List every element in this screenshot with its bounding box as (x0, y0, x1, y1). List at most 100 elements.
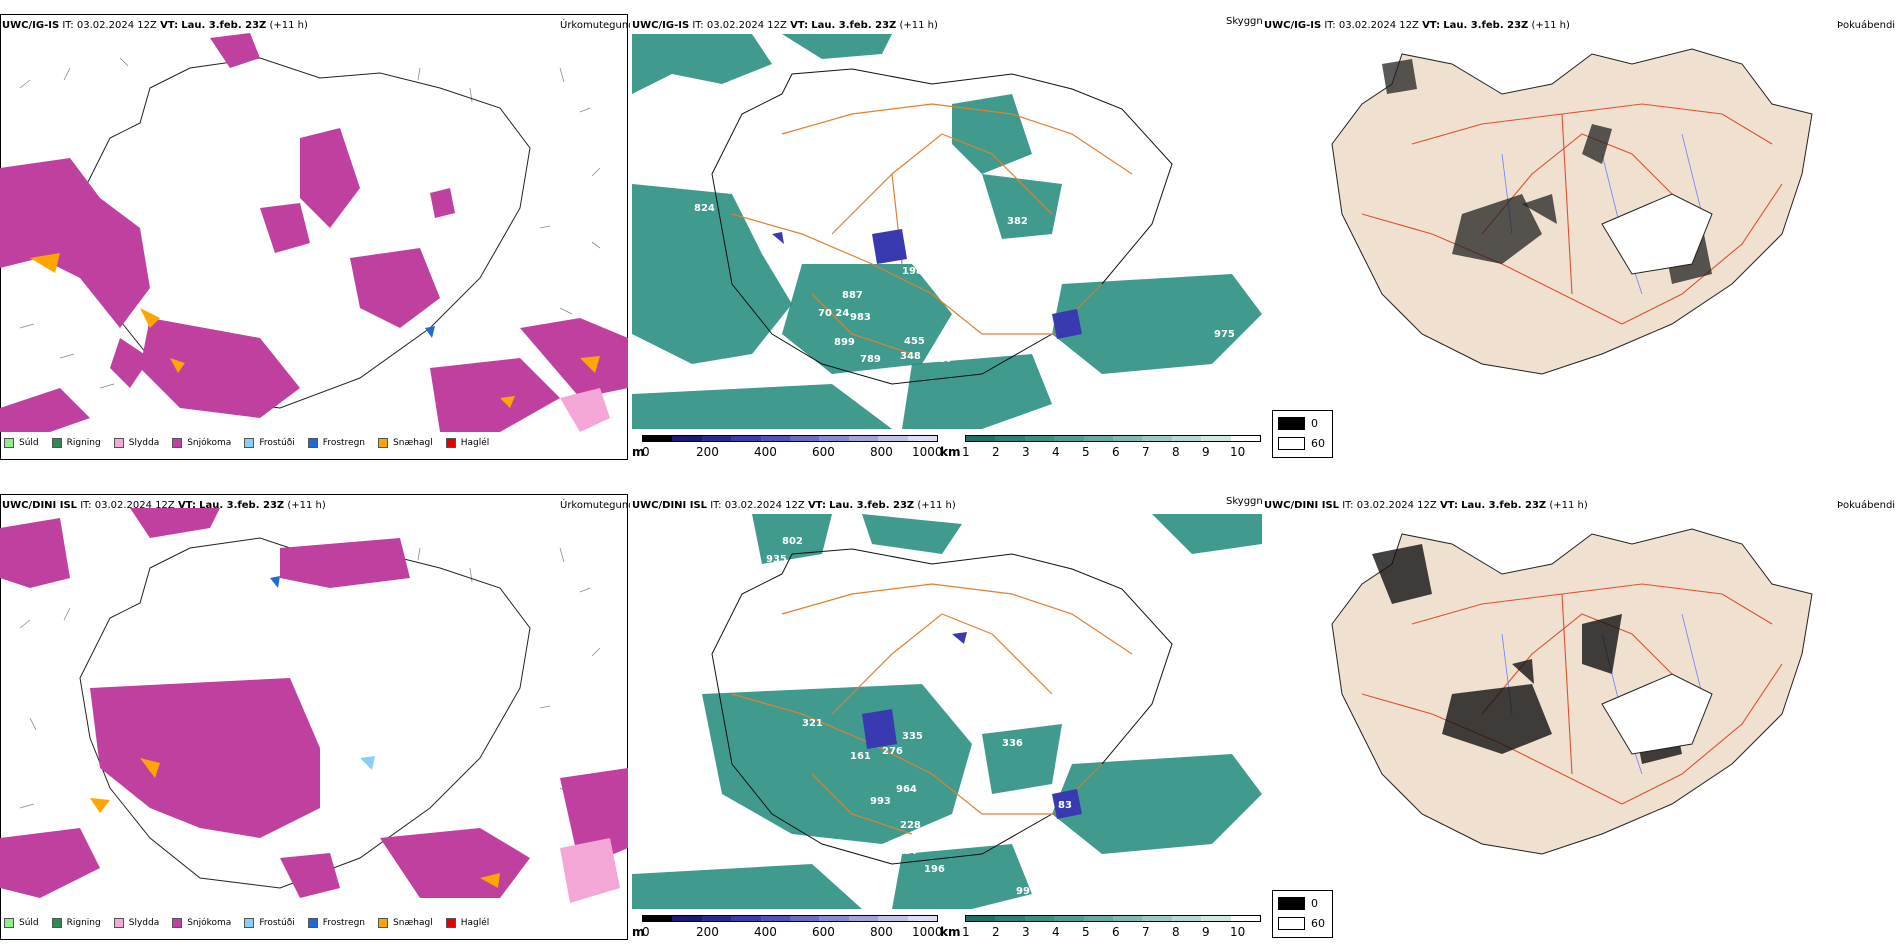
lead-time: (+11 h) (269, 20, 308, 31)
legend-label: Slydda (128, 918, 160, 928)
station-label: 70 24 (818, 308, 849, 319)
map-frame (0, 494, 628, 940)
station-label: 83 (1058, 800, 1072, 811)
height-tick: 400 (754, 925, 777, 939)
legend-label: Frostregn (322, 918, 366, 928)
panel-header: UWC/IG-IS IT: 03.02.2024 12Z VT: Lau. 3.… (1264, 20, 1570, 31)
visibility-map: 953 824 227 426 382 8 198 887 70 24 983 … (632, 34, 1262, 429)
fog-map (1331, 528, 1813, 855)
station-label: 335 (902, 731, 923, 742)
legend-swatch (1278, 897, 1305, 910)
visibility-colorbar-scale (965, 915, 1261, 922)
visibility-panel: UWC/DINI ISL IT: 03.02.2024 12Z VT: Lau.… (632, 480, 1262, 950)
valid-time: Lau. 3.feb. 23Z (811, 20, 897, 31)
legend-label: 0 (1311, 417, 1318, 430)
legend-swatch (307, 918, 318, 928)
station-label: 789 (860, 354, 881, 365)
legend-label: 60 (1311, 917, 1325, 930)
panel-title: Þokuábendi (1837, 20, 1896, 31)
legend-swatch (4, 438, 14, 448)
legend-item: Rigning (51, 438, 101, 448)
panel-title: Þokuábendi (1837, 500, 1896, 511)
high-terrain-areas (772, 229, 1082, 339)
legend-swatch (172, 438, 183, 448)
legend-label: Súld (19, 438, 39, 448)
height-tick: 800 (870, 445, 893, 459)
height-unit: m (632, 445, 645, 459)
valid-time-label: VT: (1422, 20, 1441, 31)
precip-legend: Súld Rigning Slydda Snjókoma Frostúði Fr… (4, 918, 502, 928)
legend-swatch (445, 918, 456, 928)
legend-item: Frostúði (244, 438, 295, 448)
visibility-tick: 9 (1202, 445, 1210, 459)
station-label: 336 (1002, 738, 1023, 749)
valid-time-label: VT: (807, 500, 826, 511)
valid-time: Lau. 3.feb. 23Z (829, 500, 915, 511)
model-name: UWC/DINI ISL (1264, 500, 1340, 511)
legend-item: Snæhagl (378, 438, 433, 448)
sleet-areas (560, 388, 610, 432)
fog-index-panel: UWC/IG-IS IT: 03.02.2024 12Z VT: Lau. 3.… (1262, 0, 1900, 470)
model-name: UWC/DINI ISL (632, 500, 708, 511)
init-time: IT: 03.02.2024 12Z (62, 20, 157, 31)
legend-item: Frostregn (307, 918, 366, 928)
visibility-tick: 3 (1022, 925, 1030, 939)
legend-label: 0 (1311, 897, 1318, 910)
model-name: UWC/IG-IS (1264, 20, 1322, 31)
station-label: 997 (1016, 886, 1037, 897)
station-label: 228 (900, 820, 921, 831)
visibility-tick: 6 (1112, 925, 1120, 939)
visibility-tick: 4 (1052, 925, 1060, 939)
station-label: 8 (914, 134, 921, 145)
visibility-tick: 10 (1230, 925, 1246, 939)
height-tick: 200 (696, 925, 719, 939)
visibility-tick: 2 (992, 445, 1000, 459)
legend-label: 60 (1311, 437, 1325, 450)
height-tick: 200 (696, 445, 719, 459)
legend-label: Frostúði (259, 918, 295, 928)
lead-time: (+11 h) (287, 500, 326, 511)
visibility-tick: 7 (1142, 445, 1150, 459)
legend-item: Frostregn (307, 438, 365, 448)
height-colorbar-scale (642, 435, 938, 442)
low-visibility-areas (632, 34, 1262, 429)
station-label: 426 (922, 223, 943, 234)
station-label: 321 (802, 718, 823, 729)
legend-label: Súld (19, 918, 39, 928)
panel-header: UWC/DINI ISL IT: 03.02.2024 12Z VT: Lau.… (2, 500, 326, 511)
lead-time: (+11 h) (1549, 500, 1588, 511)
legend-item: Súld (4, 438, 39, 448)
model-name: UWC/DINI ISL (2, 500, 78, 511)
snow-areas (0, 33, 628, 432)
forecast-row-1: UWC/IG-IS IT: 03.02.2024 12Z VT: Lau. 3.… (0, 0, 1900, 470)
init-time: IT: 03.02.2024 12Z (692, 20, 787, 31)
visibility-colorbar-scale (965, 435, 1261, 442)
visibility-unit: km (940, 925, 961, 939)
panel-header: UWC/IG-IS IT: 03.02.2024 12Z VT: Lau. 3.… (2, 20, 308, 31)
panel-title: Úrkomutegund (560, 20, 630, 31)
fog-map (1331, 48, 1813, 375)
legend-swatch (1278, 437, 1305, 450)
visibility-tick: 3 (1022, 445, 1030, 459)
legend-label: Haglél (460, 438, 490, 448)
model-name: UWC/IG-IS (632, 20, 690, 31)
valid-time-label: VT: (1439, 500, 1458, 511)
legend-swatch (113, 918, 124, 928)
fog-index-panel: UWC/DINI ISL IT: 03.02.2024 12Z VT: Lau.… (1262, 480, 1900, 950)
station-label: 348 (900, 351, 921, 362)
init-time: IT: 03.02.2024 12Z (1324, 20, 1419, 31)
height-tick: 800 (870, 925, 893, 939)
station-label: 382 (1007, 216, 1028, 227)
station-labels: 802 935 321 335 276 161 336 964 993 228 … (766, 536, 1072, 897)
fog-legend: 0 60 (1272, 890, 1333, 938)
lead-time: (+11 h) (917, 500, 956, 511)
height-unit: m (632, 925, 645, 939)
station-label: 993 (870, 796, 891, 807)
legend-item: Haglél (445, 918, 489, 928)
legend-label: Rigning (66, 918, 101, 928)
panel-header: UWC/IG-IS IT: 03.02.2024 12Z VT: Lau. 3.… (632, 20, 938, 31)
legend-swatch (378, 918, 389, 928)
legend-item: Rigning (51, 918, 101, 928)
legend-swatch (51, 918, 62, 928)
visibility-tick: 5 (1082, 925, 1090, 939)
